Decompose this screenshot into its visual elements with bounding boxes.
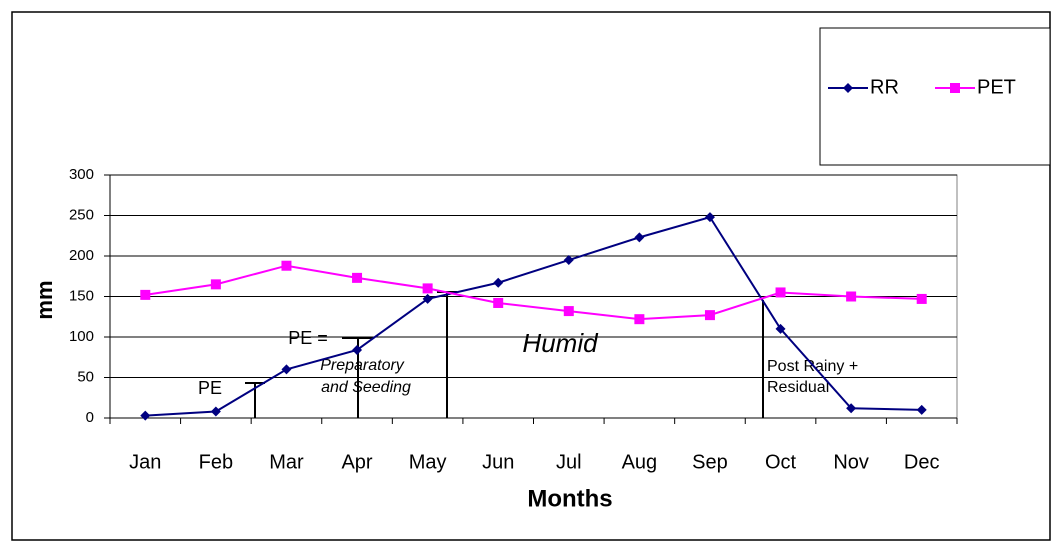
y-tick-label: 50 (77, 368, 94, 385)
marker (210, 406, 221, 417)
x-axis-label: Months (527, 485, 612, 512)
series-line (145, 215, 922, 417)
series (140, 212, 927, 421)
y-tick-label: 150 (69, 287, 94, 304)
annotation: PE = (288, 328, 328, 348)
marker (634, 314, 645, 325)
legend-label: RR (870, 76, 899, 98)
marker (775, 323, 786, 334)
marker (704, 212, 715, 223)
y-tick-label: 200 (69, 247, 94, 264)
y-tick-label: 300 (69, 166, 94, 183)
x-tick-label: Nov (833, 451, 869, 473)
x-tick-label: Jan (129, 451, 161, 473)
marker (843, 83, 853, 93)
x-tick-label: Jun (482, 451, 514, 473)
marker (916, 404, 927, 415)
annotation: Humid (522, 328, 599, 358)
legend-label: PET (977, 76, 1016, 98)
marker (634, 232, 645, 243)
y-axis-label: mm (32, 280, 57, 319)
marker (846, 291, 857, 302)
y-tick-label: 250 (69, 206, 94, 223)
legend: RR PET (828, 76, 1016, 98)
marker (422, 293, 433, 304)
annotation: PE (198, 378, 222, 398)
marker (493, 297, 504, 308)
marker (563, 255, 574, 266)
marker (281, 364, 292, 375)
legend-box (819, 27, 1051, 166)
marker (950, 83, 960, 93)
marker (493, 277, 504, 288)
y-tick-label: 100 (69, 328, 94, 345)
marker (352, 272, 363, 283)
series (140, 260, 927, 325)
marker (281, 260, 292, 271)
marker (704, 310, 715, 321)
marker (846, 403, 857, 414)
x-tick-label: May (409, 451, 447, 473)
marker (140, 289, 151, 300)
marker (775, 287, 786, 298)
x-tick-label: Aug (622, 451, 658, 473)
marker (916, 293, 927, 304)
x-tick-label: Dec (904, 451, 940, 473)
annotation: Post Rainy + (767, 358, 858, 375)
x-tick-label: Sep (692, 451, 728, 473)
y-tick-label: 0 (86, 409, 94, 426)
marker (210, 279, 221, 290)
x-tick-label: Mar (269, 451, 304, 473)
annotation: and Seeding (321, 379, 411, 396)
annotation: Residual (767, 379, 829, 396)
x-tick-label: Feb (199, 451, 233, 473)
marker (352, 344, 363, 355)
x-tick-label: Apr (341, 451, 372, 473)
annotation: Preparatory (320, 357, 405, 374)
marker (563, 306, 574, 317)
x-tick-label: Jul (556, 451, 582, 473)
x-tick-label: Oct (765, 451, 797, 473)
marker (422, 283, 433, 294)
series-line (145, 264, 922, 321)
marker (140, 410, 151, 421)
